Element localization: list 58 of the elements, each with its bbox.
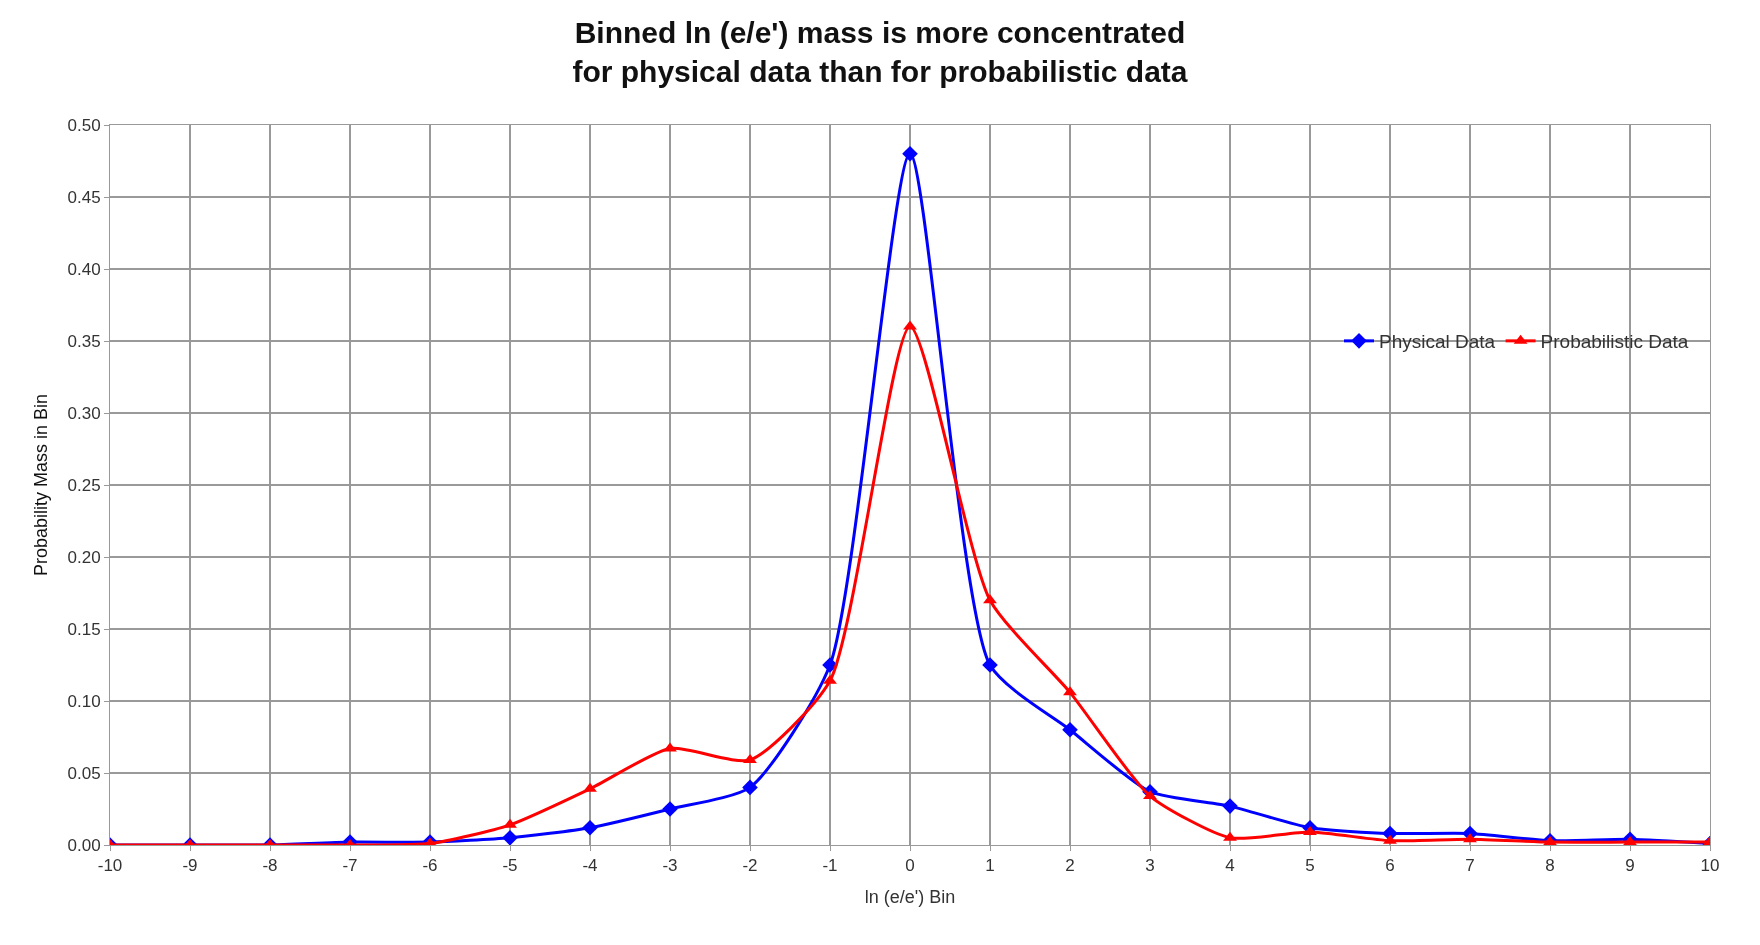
point (1383, 834, 1397, 844)
legend-label: Probabilistic Data (1540, 331, 1689, 353)
x-tick-label: 5 (1305, 856, 1315, 876)
point (1063, 686, 1077, 696)
y-tick-label: 0.00 (67, 835, 101, 855)
x-tick-label: 10 (1700, 856, 1720, 876)
y-tick-label: 0.35 (67, 331, 101, 351)
x-axis-title: ln (e/e') Bin (864, 886, 956, 907)
point (902, 146, 918, 162)
y-tick-label: 0.45 (67, 187, 101, 207)
point (823, 674, 837, 684)
point (502, 830, 518, 845)
x-tick-label: 3 (1145, 856, 1155, 876)
y-tick-label: 0.30 (67, 403, 101, 423)
y-axis-title: Probability Mass in Bin (30, 393, 51, 577)
x-tick-label: 6 (1385, 856, 1395, 876)
point (582, 819, 598, 836)
y-tick-label: 0.15 (67, 619, 101, 639)
x-tick-label: -2 (742, 856, 758, 876)
x-tick-label: -10 (97, 856, 123, 876)
x-tick-label: -1 (822, 856, 838, 876)
point (1143, 790, 1157, 800)
x-tick-label: -8 (262, 856, 278, 876)
point (742, 779, 758, 796)
point (983, 594, 997, 604)
x-tick-label: -7 (342, 856, 358, 876)
legend-label: Physical Data (1379, 331, 1496, 353)
y-tick-label: 0.25 (67, 475, 101, 495)
point (982, 657, 998, 673)
x-tick-label: 1 (985, 856, 995, 876)
y-tick-label: 0.50 (67, 115, 101, 135)
x-tick-label: 2 (1065, 856, 1075, 876)
x-tick-label: 8 (1545, 856, 1555, 876)
y-tick-label: 0.05 (67, 763, 101, 783)
point (903, 320, 917, 330)
x-tick-label: 7 (1465, 856, 1475, 876)
point (1223, 831, 1237, 841)
chart-title: Binned ln (e/e') mass is more concentrated for physical data than for probabilistic data (572, 15, 1188, 88)
x-tick-label: -5 (502, 856, 518, 876)
point (1463, 833, 1477, 843)
point (1062, 722, 1078, 738)
y-tick-label: 0.10 (67, 691, 101, 711)
y-tick-label: 0.20 (67, 547, 101, 567)
point (1303, 826, 1317, 836)
point (662, 801, 678, 817)
y-tick-label: 0.40 (67, 259, 101, 279)
x-tick-label: -3 (662, 856, 678, 876)
point (1222, 798, 1238, 814)
point (743, 754, 757, 764)
x-tick-label: -9 (182, 856, 198, 876)
point (503, 818, 517, 828)
x-tick-label: 0 (905, 856, 915, 876)
x-tick-label: 9 (1625, 856, 1635, 876)
point (583, 782, 597, 792)
x-tick-label: -6 (422, 856, 438, 876)
point (663, 742, 677, 752)
x-tick-label: 4 (1225, 856, 1235, 876)
x-tick-label: -4 (582, 856, 598, 876)
